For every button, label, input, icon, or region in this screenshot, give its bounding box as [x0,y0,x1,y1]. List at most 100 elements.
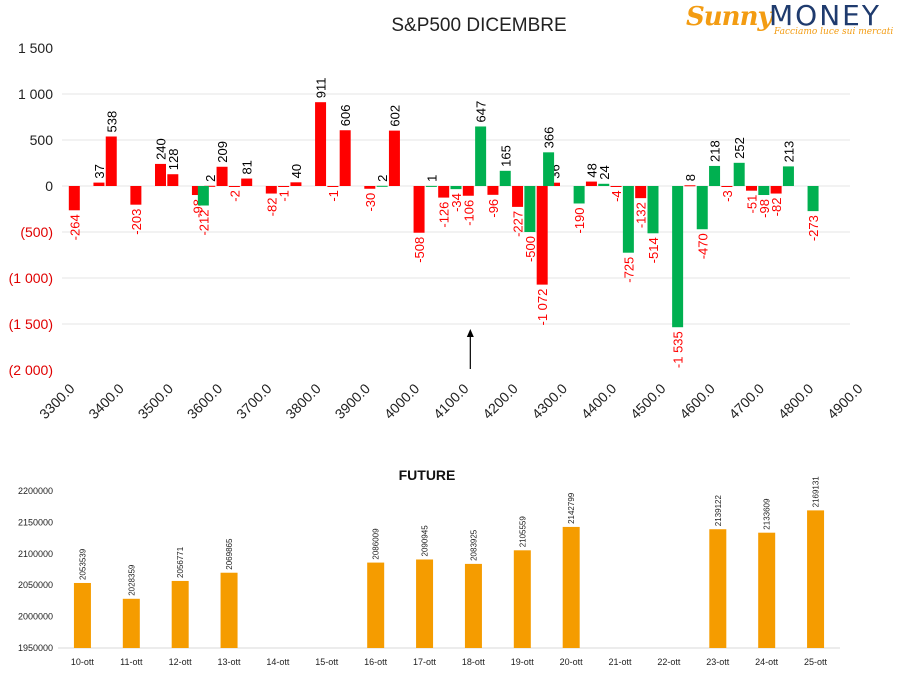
future-bar-value-label: 2142799 [567,492,576,524]
bar-red [216,166,228,186]
bar-red [684,185,696,187]
future-x-tick-label: 13-ott [218,657,242,667]
future-x-tick-label: 11-ott [120,657,143,667]
bar-red [721,186,733,187]
bar-value-label: 2 [375,175,390,182]
bar-value: -3 [720,190,735,202]
bar-value-label: -82 [264,198,279,217]
bar-value-label: -212 [196,210,211,236]
bar-value-label: -1 535 [671,331,686,368]
bar-value-label: -126 [437,202,452,228]
future-bar [220,572,238,648]
x-tick-label: 4900.0 [824,380,866,422]
bar-value-label: 128 [166,149,181,171]
bar-green [709,165,721,186]
future-y-tick-label: 2100000 [18,549,53,559]
brand-logo: Sunny MONEY Facciamo luce sui mercati [686,0,894,40]
y-tick-label: (2 000) [9,362,53,378]
bar-value: -51 [745,195,760,214]
bar-value-label: 538 [104,111,119,133]
x-tick: 4300.0 [529,380,571,422]
bar-value-label: -96 [486,199,501,218]
future-x-tick-label: 23-ott [706,657,730,667]
bar-value-label: 1 [424,175,439,182]
bar-value-label: -1 [277,190,292,202]
future-bar-value-label: 2053539 [78,548,87,580]
bar-red [339,130,351,186]
bar-value-label: 24 [597,165,612,179]
bar-value: -34 [449,193,464,212]
bar-red [413,186,425,233]
future-bar [758,532,776,648]
bar-value-label: 606 [338,105,353,127]
future-bar [122,598,140,648]
bar-value: -273 [806,215,821,241]
y-tick-label: (1 500) [9,316,53,332]
bar-value-label: -1 [326,190,341,202]
future-x-tick-label: 12-ott [169,657,193,667]
bar-value: 911 [314,77,329,98]
bar-value-label: -508 [412,237,427,263]
bar-red [585,181,597,186]
x-tick: 3900.0 [332,380,374,422]
bar-value-label: -190 [572,207,587,233]
future-x-tick-label: 16-ott [364,657,388,667]
bar-red [265,186,277,194]
chart-title: S&P500 DICEMBRE [391,15,566,36]
future-bar-value: 2169131 [812,476,821,508]
bar-red [68,186,80,211]
bar-value: -190 [572,207,587,233]
bar-red [536,186,548,285]
bar-red [105,136,117,186]
bar-value: 218 [708,140,723,162]
future-x-tick-label: 21-ott [609,657,633,667]
x-tick: 3300.0 [36,380,78,422]
bar-value-label: 911 [314,77,329,98]
bar-value: -508 [412,237,427,263]
x-tick: 4800.0 [775,380,817,422]
bar-value: -725 [621,257,636,283]
bar-value: 1 [424,175,439,182]
bar-value-label: -1 072 [535,289,550,326]
x-tick: 4200.0 [479,380,521,422]
x-tick-label: 3700.0 [233,380,275,422]
bar-red [241,178,253,186]
bar-red [770,186,782,194]
future-bar [464,563,482,648]
bar-red [93,182,105,186]
future-bar-value-label: 2086009 [372,528,381,560]
bar-value-label: -30 [363,193,378,212]
bar-value-label: -106 [461,200,476,226]
future-bar-value: 2090945 [421,525,430,557]
future-x-tick-label: 18-ott [462,657,486,667]
logo-tagline: Facciamo luce sui mercati [774,27,894,37]
bar-red [512,186,524,207]
future-bar-value-label: 2028359 [127,564,136,596]
x-tick-label: 3400.0 [85,380,127,422]
bar-value-label: -2 [227,190,242,202]
future-bar [416,559,434,648]
future-bar [709,529,727,648]
bar-value-label: 252 [732,137,747,159]
bar-value: -30 [363,193,378,212]
bar-value: -4 [609,190,624,202]
bar-value-label: 647 [474,101,489,123]
bar-value-label: -82 [769,198,784,217]
bar-red [155,163,166,186]
x-tick: 4900.0 [824,380,866,422]
future-y-tick-label: 2150000 [18,517,53,527]
bar-green [450,186,462,190]
bar-red [191,186,203,196]
bar-value: -500 [523,236,538,262]
bar-value-label: 366 [542,127,557,149]
bar-value-label: 218 [708,140,723,162]
bar-green [524,186,536,232]
future-bar-value: 2083925 [469,529,478,561]
y-tick-label: 500 [30,132,54,148]
bar-red [388,130,400,186]
bar-value-label: -725 [621,257,636,283]
logo-money-text: MONEY [769,0,881,32]
bar-value: -132 [634,202,649,228]
bar-red [487,186,499,195]
